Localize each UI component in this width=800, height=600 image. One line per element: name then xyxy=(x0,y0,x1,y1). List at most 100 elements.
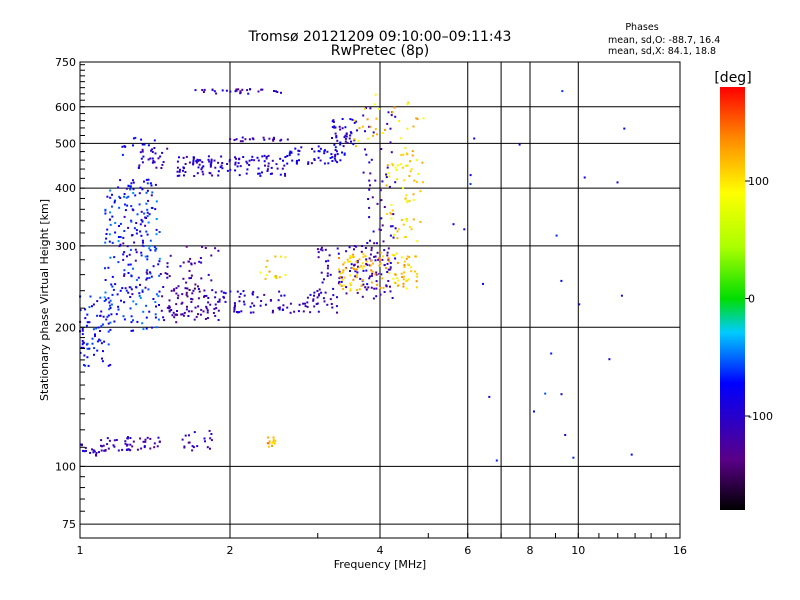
data-point xyxy=(348,137,351,140)
data-point xyxy=(383,291,386,293)
data-point xyxy=(310,162,313,165)
data-point xyxy=(312,298,315,301)
data-point xyxy=(395,169,398,171)
data-point xyxy=(176,170,179,173)
data-point xyxy=(383,206,386,208)
data-point xyxy=(180,302,183,305)
data-point xyxy=(271,172,273,175)
data-point xyxy=(148,247,151,250)
y-tick-label: 400 xyxy=(55,182,76,195)
data-point xyxy=(122,242,125,245)
data-point xyxy=(394,181,397,184)
data-point xyxy=(108,439,111,442)
data-point xyxy=(361,245,363,247)
data-point xyxy=(400,154,403,157)
data-point xyxy=(117,308,120,311)
data-point xyxy=(335,135,338,137)
data-point xyxy=(97,326,100,329)
data-point xyxy=(197,160,200,163)
data-point xyxy=(352,253,355,256)
data-point xyxy=(395,252,398,255)
data-point xyxy=(253,304,256,307)
data-point xyxy=(214,303,217,306)
data-point xyxy=(132,319,134,322)
data-point xyxy=(221,162,224,164)
data-point xyxy=(119,197,122,199)
data-point xyxy=(186,295,189,298)
data-point xyxy=(318,150,321,153)
data-point xyxy=(334,126,337,129)
data-point xyxy=(139,297,142,299)
data-point xyxy=(105,237,108,240)
data-point xyxy=(368,188,371,191)
data-point xyxy=(373,242,376,245)
data-point xyxy=(342,263,345,266)
data-point xyxy=(362,171,365,174)
data-point xyxy=(406,218,408,220)
data-point xyxy=(374,273,377,276)
data-point xyxy=(389,211,392,214)
data-point xyxy=(400,256,403,259)
data-point xyxy=(290,151,293,154)
x-tick-label: 2 xyxy=(227,544,234,557)
data-point xyxy=(199,313,202,316)
data-point xyxy=(346,141,349,144)
data-point xyxy=(413,179,416,182)
data-point xyxy=(103,449,106,452)
data-point xyxy=(393,254,396,257)
data-point xyxy=(110,313,113,316)
data-point xyxy=(158,231,161,233)
data-point xyxy=(178,170,181,173)
data-point xyxy=(215,92,218,95)
data-point xyxy=(158,260,161,263)
data-point xyxy=(391,297,394,299)
data-point xyxy=(166,273,169,275)
data-point xyxy=(404,218,407,221)
data-point xyxy=(149,447,152,450)
data-point xyxy=(309,293,312,296)
data-point xyxy=(387,111,390,114)
data-point xyxy=(323,278,325,281)
data-point xyxy=(271,311,274,314)
data-point xyxy=(406,255,409,258)
data-point xyxy=(111,215,114,218)
data-point xyxy=(207,158,210,161)
data-point xyxy=(101,357,103,360)
data-point xyxy=(202,91,205,93)
data-point xyxy=(225,89,228,92)
data-point xyxy=(176,310,178,312)
data-point xyxy=(222,291,225,294)
data-point xyxy=(120,299,122,302)
data-point xyxy=(143,180,145,183)
data-point xyxy=(185,291,188,294)
data-point xyxy=(334,159,337,162)
data-point xyxy=(190,301,193,303)
data-point xyxy=(280,91,282,94)
data-point xyxy=(118,195,121,198)
data-point xyxy=(391,225,394,228)
data-point xyxy=(109,299,112,302)
data-point xyxy=(247,92,250,95)
data-point xyxy=(294,147,297,150)
data-point xyxy=(368,179,371,182)
data-point xyxy=(196,445,199,448)
data-point xyxy=(125,289,128,292)
data-point xyxy=(233,302,236,305)
data-point xyxy=(371,196,374,199)
data-point xyxy=(96,314,99,317)
data-point xyxy=(270,166,273,169)
data-point xyxy=(550,352,553,355)
data-point xyxy=(269,172,272,175)
data-point xyxy=(380,251,383,254)
data-point xyxy=(380,273,383,276)
data-point xyxy=(81,343,84,346)
data-point xyxy=(180,313,183,316)
data-point xyxy=(266,259,269,262)
data-point xyxy=(288,154,291,157)
data-point xyxy=(176,313,178,316)
data-point xyxy=(257,167,260,170)
data-point xyxy=(105,318,108,321)
data-point xyxy=(385,285,388,288)
data-point xyxy=(122,253,125,256)
data-point xyxy=(236,311,239,314)
